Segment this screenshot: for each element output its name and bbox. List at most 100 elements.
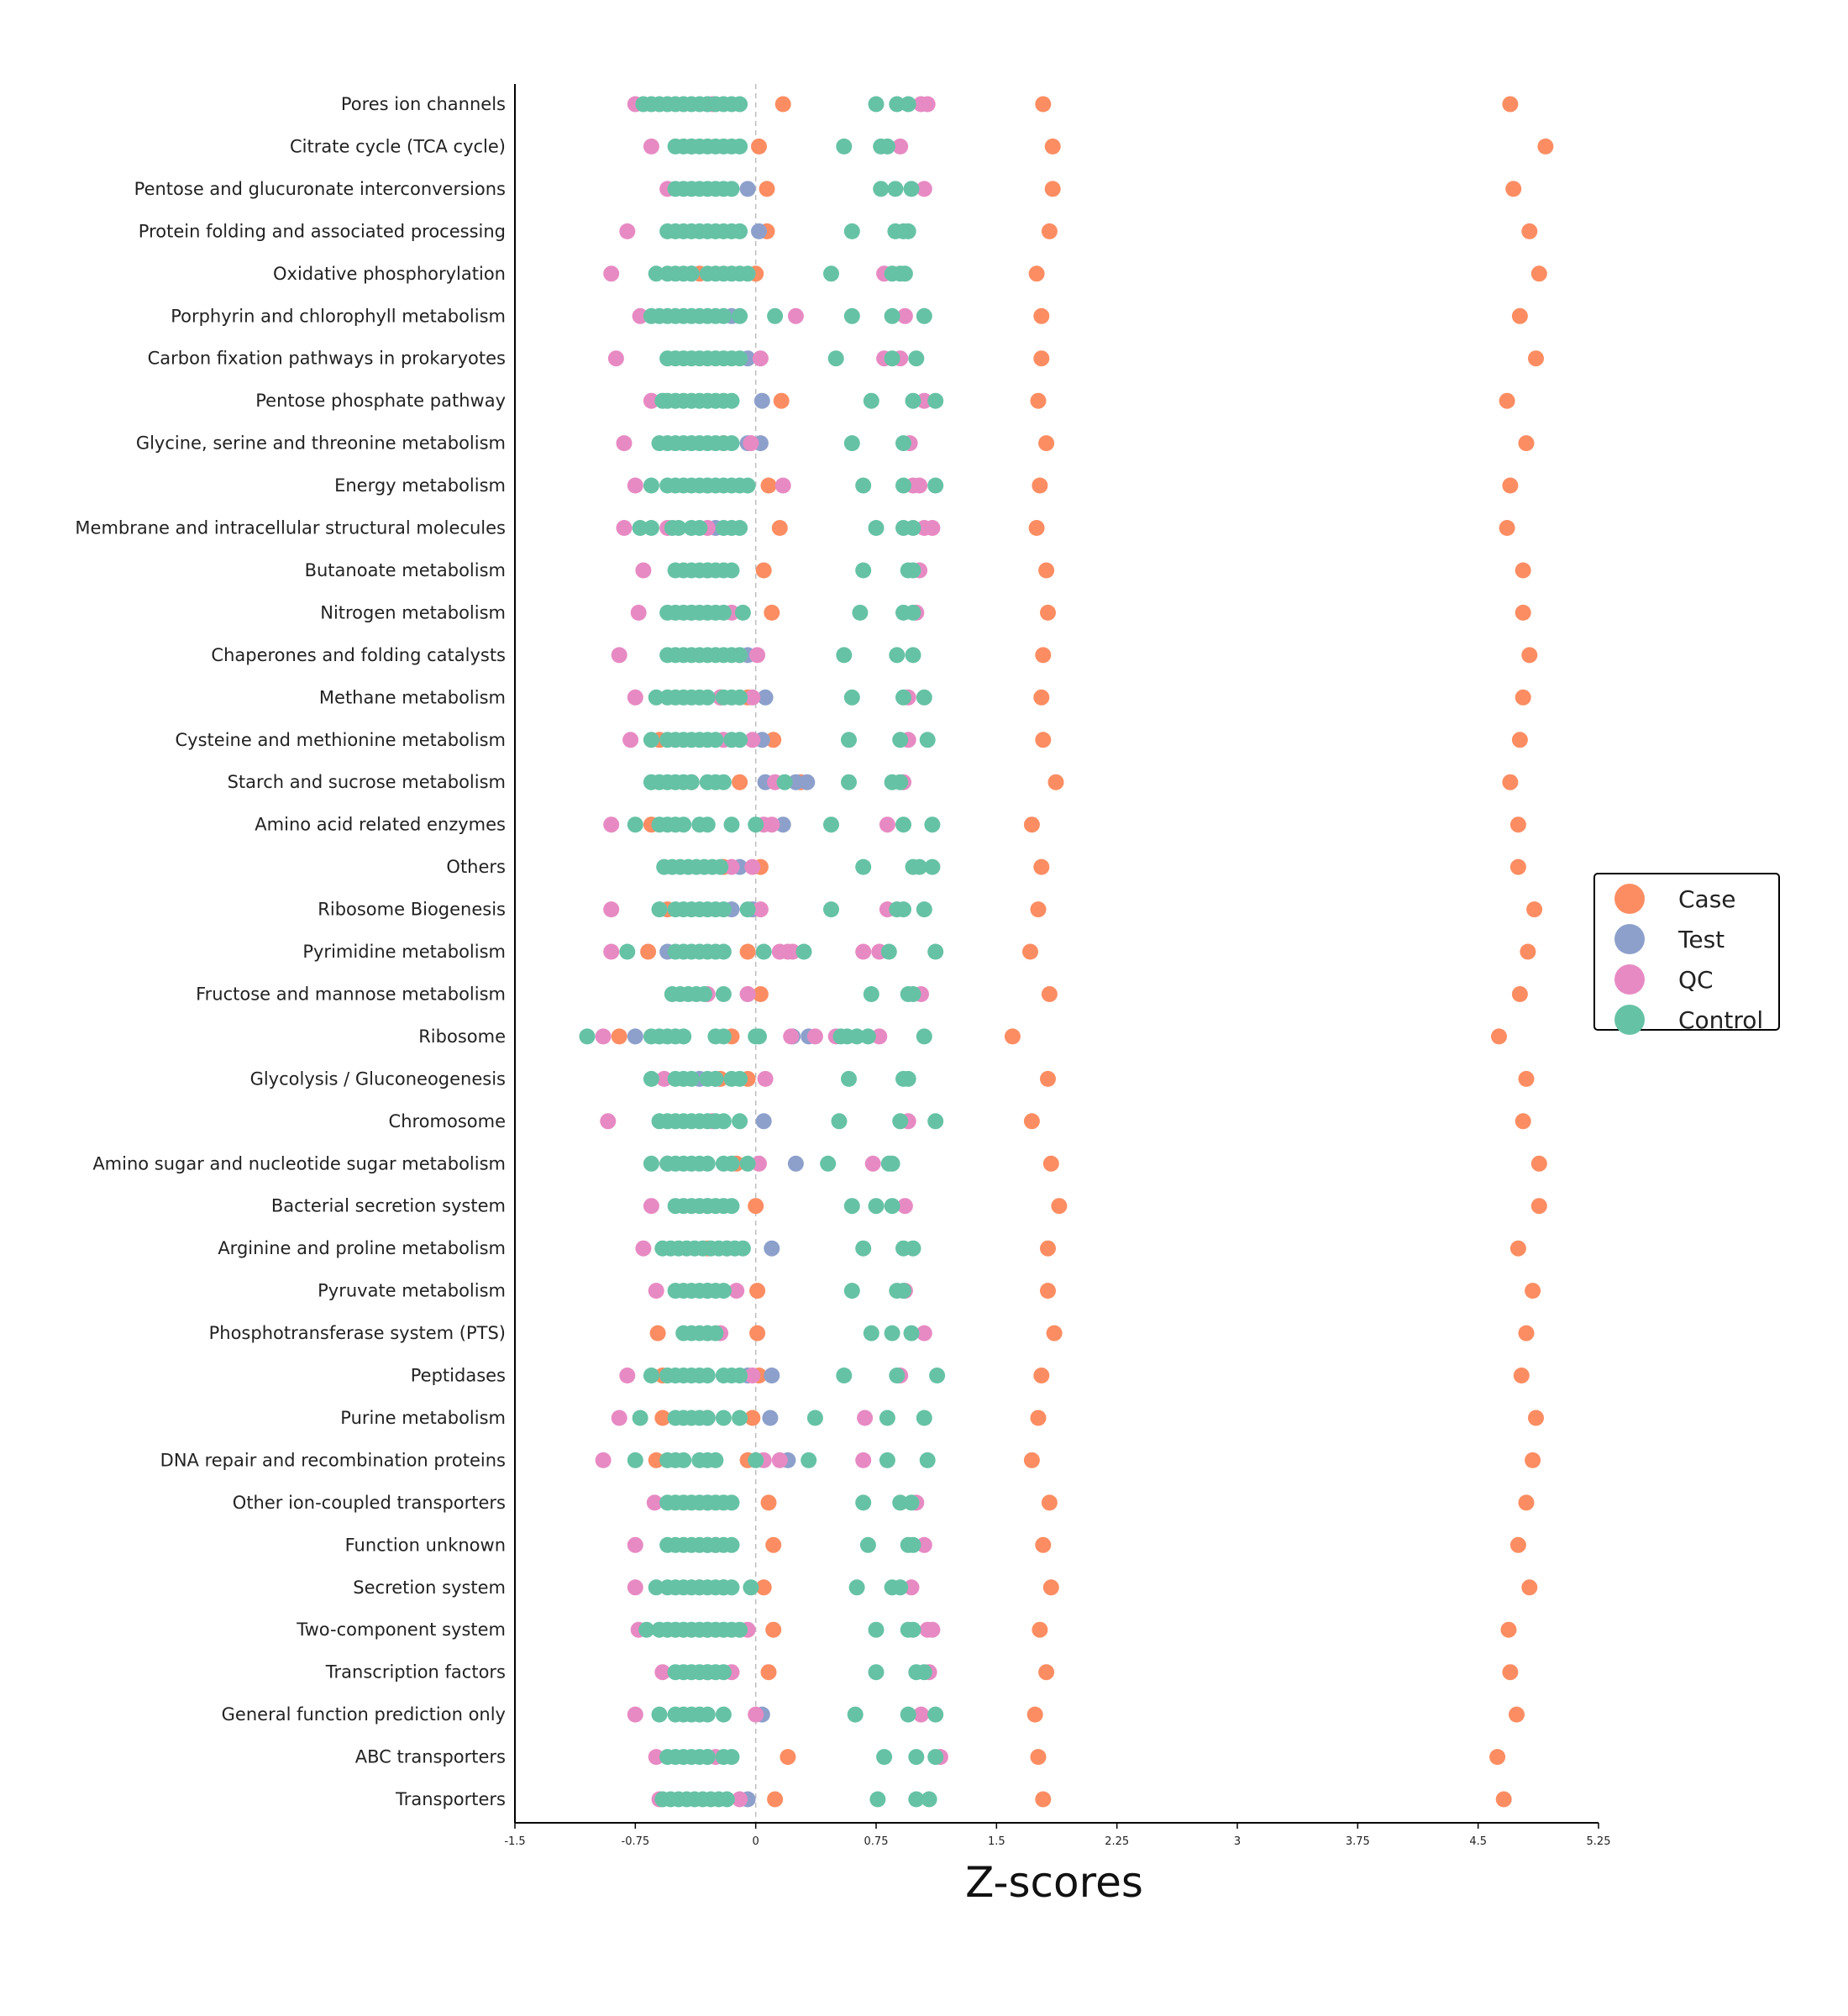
point-case [611,1028,627,1045]
point-control [723,435,740,452]
point-qc [751,1155,767,1172]
point-control [723,1749,740,1766]
point-qc [595,1452,612,1468]
point-qc [603,943,620,960]
point-control [643,477,659,494]
point-control [715,1706,732,1723]
point-control [859,1028,876,1045]
legend-box [1593,873,1780,1031]
point-case [748,1198,764,1215]
axes: -1.5 -0.75 0 0.75 1.5 2.25 3 3.75 4.5 5.25 [504,84,1610,1848]
point-case [744,1410,761,1426]
point-qc [855,1452,872,1468]
point-control [841,732,857,748]
point-qc [911,477,928,494]
point-case [1038,1664,1055,1681]
point-control [900,1706,916,1723]
point-control [723,1579,740,1596]
point-control [820,1155,837,1172]
point-control [632,1410,648,1426]
point-control [732,732,748,748]
point-case [1004,1028,1021,1045]
point-case [1502,774,1519,790]
point-case [1499,520,1515,536]
point-case [1051,1198,1068,1215]
point-control [863,1325,879,1341]
point-case [1511,986,1528,1002]
point-control [718,1791,735,1808]
point-case [1038,562,1055,579]
point-case [1035,732,1052,748]
point-case [1530,1198,1547,1215]
point-control [732,1070,748,1087]
category-label: Peptidases [411,1366,506,1386]
point-case [760,1494,777,1511]
point-control [916,689,932,706]
point-control [892,774,909,790]
point-control [715,901,732,918]
point-case [1515,604,1531,621]
point-case [760,477,777,494]
x-tick-label: -1.5 [504,1835,525,1848]
point-control [848,1028,865,1045]
point-qc [648,1283,664,1299]
point-control [651,1706,668,1723]
point-control [905,647,921,664]
point-control [739,901,756,918]
point-case [1033,1368,1050,1383]
category-label: Function unknown [345,1535,506,1555]
point-control [831,1113,848,1130]
point-control [715,1410,732,1426]
point-case [771,520,788,536]
point-qc [656,1070,673,1087]
point-case [1030,1749,1047,1766]
point-control [892,1494,909,1511]
point-control [855,858,872,875]
point-qc [627,1536,643,1553]
x-tick-label: 4.5 [1469,1835,1487,1848]
point-case [1509,816,1526,833]
point-case [755,562,772,579]
point-qc [611,647,627,664]
point-control [696,986,712,1002]
point-qc [627,689,643,706]
point-case [1518,435,1535,452]
point-control [873,181,890,197]
point-case [1032,1621,1048,1638]
point-control [648,689,664,706]
point-case [1500,1621,1517,1638]
point-qc [752,350,769,367]
point-control [715,986,732,1002]
point-qc [603,816,620,833]
point-case [1528,350,1544,367]
category-label: Energy metabolism [334,475,506,496]
point-qc [785,943,801,960]
point-control [848,1579,865,1596]
point-case [1502,1664,1519,1681]
point-case [1042,1579,1059,1596]
point-case [1035,647,1052,664]
point-control [927,1749,944,1766]
point-control [905,1621,921,1638]
point-control [732,138,748,155]
point-control [889,1368,906,1383]
point-control [739,1155,756,1172]
point-control [707,1325,724,1341]
legend-marker-case [1614,884,1645,914]
category-label: Pentose and glucuronate interconversions [134,179,506,199]
point-case [1520,943,1536,960]
point-control [801,1452,817,1468]
point-qc [774,477,791,494]
point-control [905,520,921,536]
category-label: Amino acid related enzymes [255,815,506,835]
category-label: Oxidative phosphorylation [273,264,506,284]
point-control [723,181,740,197]
point-control [723,1494,740,1511]
point-control [732,1113,748,1130]
point-control [863,986,879,1002]
point-control [776,774,793,790]
point-control [707,732,724,748]
category-label: Nitrogen metabolism [320,602,506,622]
point-control [908,1749,925,1766]
point-control [879,1452,895,1468]
